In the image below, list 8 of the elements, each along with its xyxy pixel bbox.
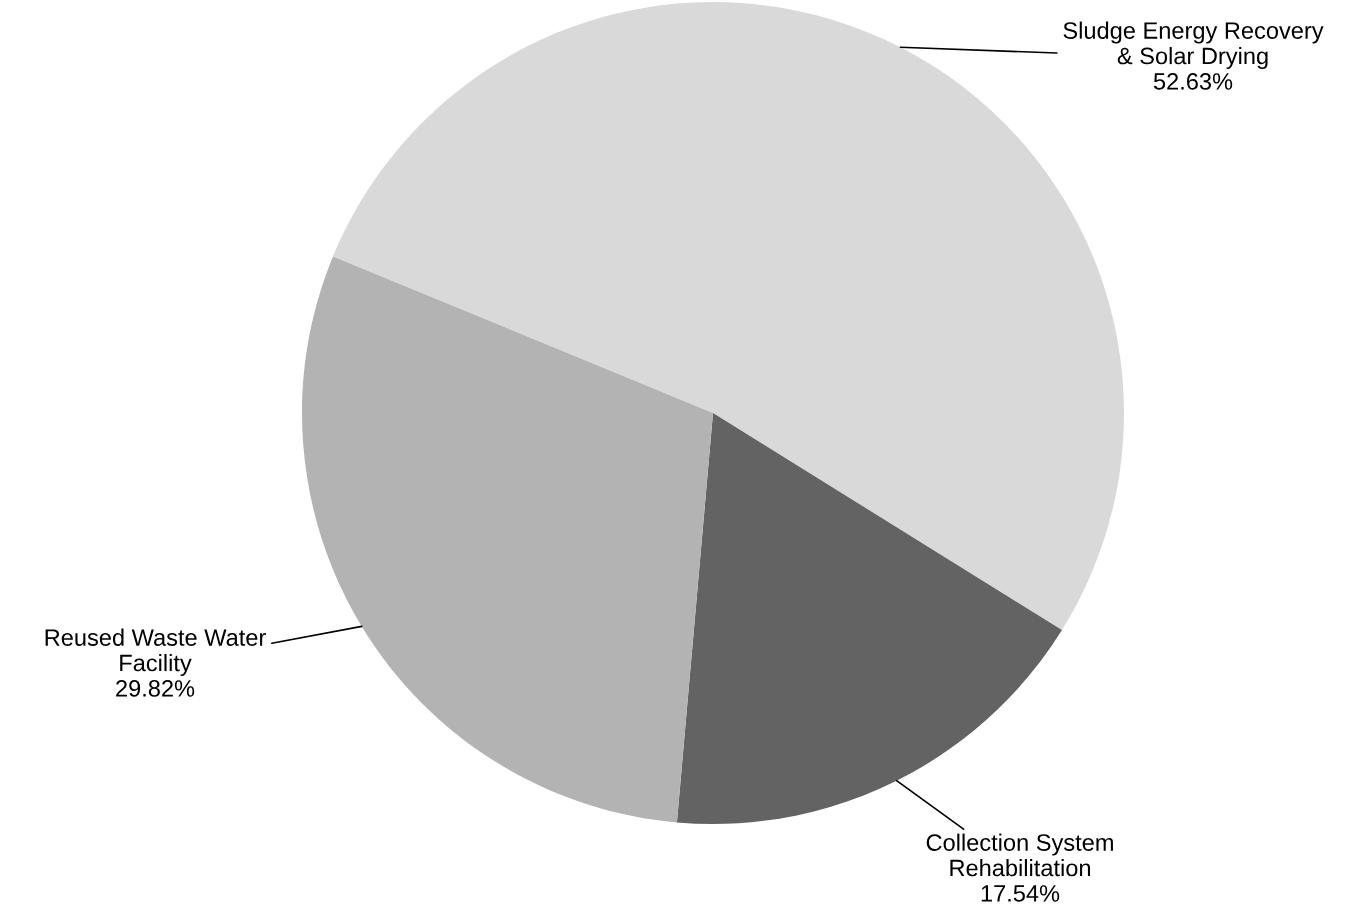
pie-slice xyxy=(676,413,1062,824)
data-label: 29.82% xyxy=(116,680,195,697)
slice-label: Collection System Rehabilitation xyxy=(926,833,1113,877)
data-label: 52.63% xyxy=(1153,73,1233,90)
data-label: 17.54% xyxy=(981,885,1060,902)
pie-slice xyxy=(302,256,713,823)
slice-label: Sludge Energy Recovery & Solar Drying xyxy=(1063,21,1324,69)
slice-label: Reused Waste Water Facility xyxy=(45,628,266,677)
